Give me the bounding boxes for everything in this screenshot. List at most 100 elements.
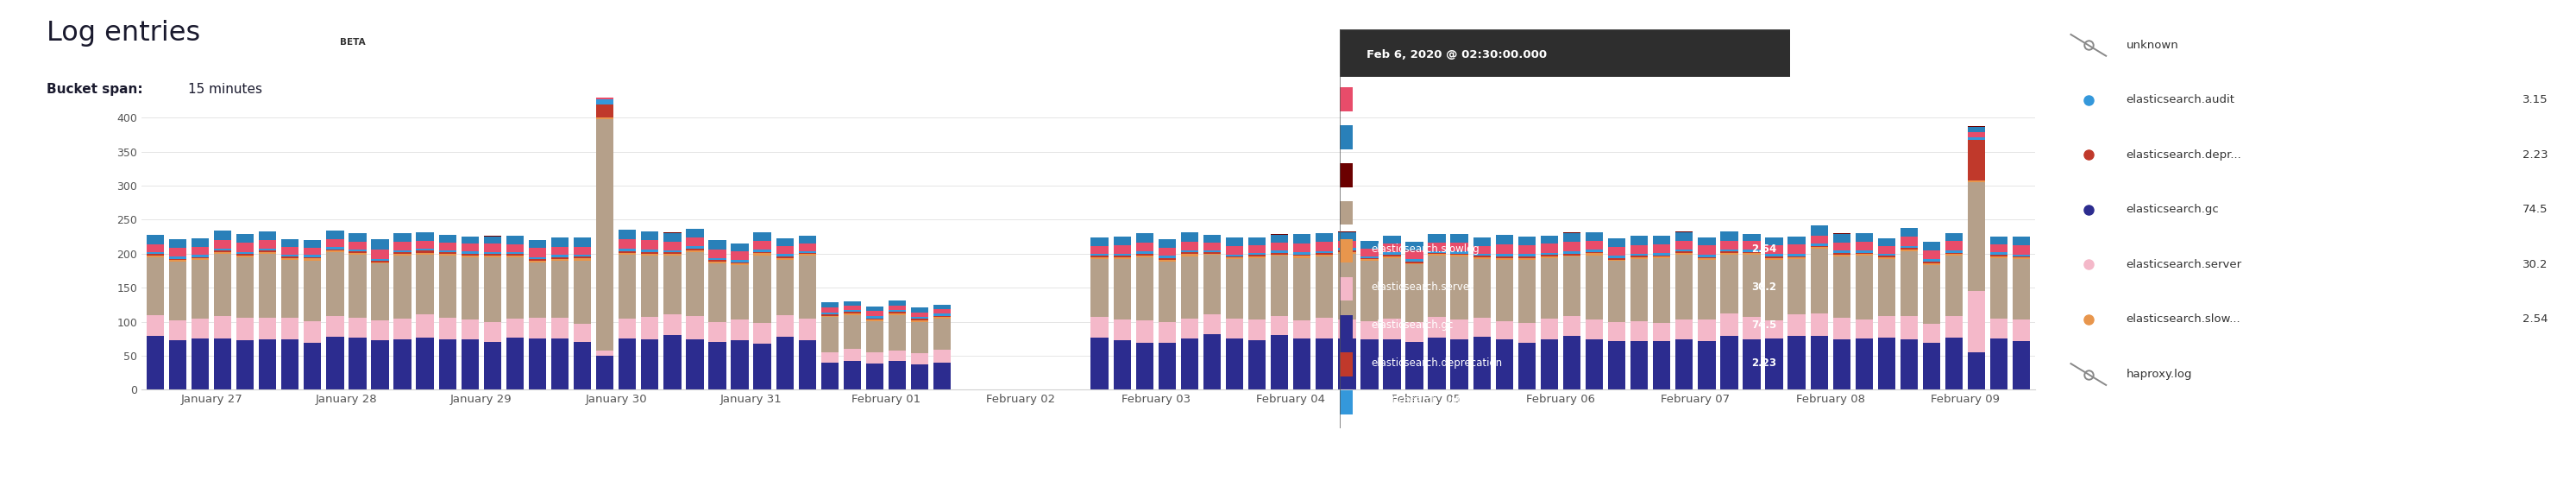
- Bar: [1564, 255, 1582, 257]
- Text: 12.5: 12.5: [1752, 130, 1777, 141]
- Bar: [1878, 317, 1896, 337]
- Bar: [170, 320, 185, 340]
- Bar: [1968, 132, 1986, 137]
- Bar: [1090, 256, 1108, 258]
- Bar: [348, 242, 366, 249]
- Bar: [1427, 338, 1445, 390]
- Bar: [1340, 163, 1352, 187]
- Bar: [1517, 260, 1535, 323]
- Bar: [1721, 249, 1739, 251]
- Bar: [1922, 259, 1940, 262]
- Bar: [327, 231, 343, 240]
- Bar: [237, 234, 255, 243]
- Bar: [933, 317, 951, 318]
- Text: redis.log: redis.log: [1370, 130, 1414, 141]
- Bar: [1340, 87, 1352, 111]
- Bar: [1249, 258, 1265, 319]
- Bar: [1968, 182, 1986, 291]
- Bar: [1674, 249, 1692, 251]
- Bar: [842, 315, 860, 349]
- Bar: [237, 256, 255, 257]
- Bar: [258, 251, 276, 252]
- Bar: [2012, 255, 2030, 257]
- Bar: [912, 318, 927, 320]
- Bar: [1922, 263, 1940, 265]
- Bar: [1159, 256, 1175, 259]
- Bar: [732, 262, 750, 263]
- Bar: [348, 233, 366, 242]
- Bar: [1788, 256, 1806, 258]
- Bar: [1587, 252, 1602, 253]
- Bar: [1788, 258, 1806, 259]
- Bar: [461, 319, 479, 339]
- Bar: [1968, 140, 1986, 181]
- Text: elasticsearch.gc: elasticsearch.gc: [2125, 204, 2218, 215]
- Bar: [1337, 248, 1355, 250]
- Bar: [1517, 343, 1535, 390]
- Bar: [1226, 318, 1244, 338]
- Bar: [1090, 246, 1108, 254]
- Bar: [775, 258, 793, 260]
- Bar: [1631, 257, 1649, 259]
- Bar: [641, 253, 659, 255]
- Bar: [484, 342, 502, 390]
- Bar: [1968, 352, 1986, 390]
- Bar: [1340, 239, 1352, 263]
- Bar: [889, 313, 907, 315]
- Bar: [1855, 233, 1873, 242]
- Bar: [1159, 343, 1175, 390]
- Bar: [866, 306, 884, 311]
- Bar: [1360, 339, 1378, 390]
- Bar: [912, 313, 927, 317]
- Bar: [484, 252, 502, 254]
- Bar: [912, 307, 927, 313]
- Bar: [1270, 243, 1288, 250]
- Bar: [1698, 255, 1716, 257]
- Bar: [1360, 248, 1378, 256]
- Bar: [1765, 260, 1783, 320]
- Bar: [237, 254, 255, 256]
- Bar: [1811, 225, 1829, 235]
- Bar: [912, 317, 927, 318]
- Bar: [1159, 260, 1175, 262]
- Bar: [1450, 339, 1468, 390]
- Bar: [755, 232, 770, 241]
- Bar: [484, 322, 502, 342]
- Bar: [1337, 252, 1355, 254]
- Bar: [1517, 245, 1535, 254]
- Bar: [1427, 253, 1445, 254]
- Bar: [147, 235, 165, 244]
- Bar: [327, 337, 343, 390]
- Bar: [507, 257, 523, 318]
- Bar: [484, 244, 502, 252]
- Bar: [304, 248, 322, 255]
- Bar: [1270, 316, 1288, 335]
- Bar: [281, 247, 299, 255]
- Bar: [889, 350, 907, 361]
- Bar: [1654, 255, 1669, 257]
- Bar: [822, 312, 840, 314]
- Bar: [1473, 259, 1492, 318]
- Bar: [1406, 262, 1422, 263]
- Bar: [237, 340, 255, 390]
- Bar: [1744, 339, 1759, 390]
- Bar: [595, 350, 613, 356]
- Bar: [1834, 234, 1850, 243]
- Bar: [1249, 255, 1265, 256]
- Bar: [281, 318, 299, 339]
- Bar: [595, 356, 613, 390]
- Bar: [147, 244, 165, 252]
- Bar: [1406, 250, 1422, 259]
- Bar: [1901, 316, 1919, 339]
- Bar: [1136, 243, 1154, 252]
- Bar: [1878, 257, 1896, 259]
- Text: 89.8: 89.8: [1752, 206, 1777, 217]
- Bar: [933, 316, 951, 317]
- Bar: [1113, 340, 1131, 390]
- Bar: [1249, 340, 1265, 390]
- Bar: [1337, 232, 1355, 241]
- Bar: [1226, 338, 1244, 390]
- Bar: [1765, 254, 1783, 256]
- Bar: [1855, 253, 1873, 254]
- Bar: [665, 255, 680, 314]
